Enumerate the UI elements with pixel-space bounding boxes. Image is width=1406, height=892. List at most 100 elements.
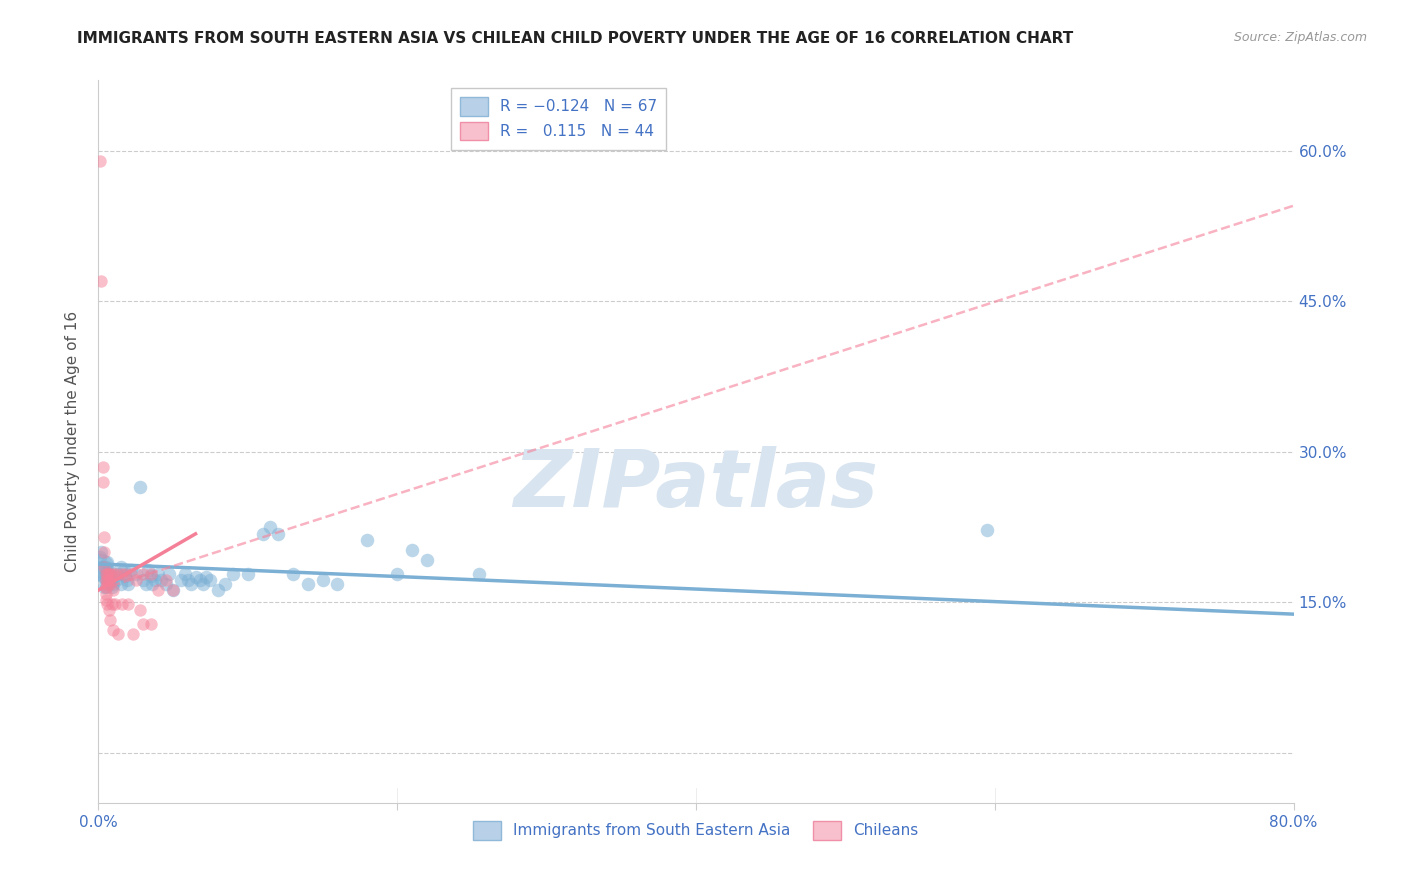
- Point: [91, 475, 114, 489]
- Point: [89, 153, 111, 168]
- Point: [125, 573, 148, 587]
- Point: [89, 549, 111, 564]
- Point: [155, 573, 177, 587]
- Point: [93, 570, 115, 584]
- Point: [416, 553, 439, 567]
- Point: [191, 577, 214, 591]
- Point: [103, 570, 125, 584]
- Point: [207, 583, 229, 598]
- Point: [94, 570, 117, 584]
- Point: [468, 567, 491, 582]
- Point: [385, 567, 409, 582]
- Point: [105, 573, 128, 587]
- Point: [120, 567, 142, 582]
- Point: [94, 580, 117, 594]
- Point: [110, 567, 132, 582]
- Point: [125, 567, 148, 582]
- Point: [114, 569, 136, 583]
- Point: [129, 480, 152, 494]
- Point: [132, 617, 155, 632]
- Point: [90, 560, 112, 574]
- Point: [150, 573, 173, 587]
- Point: [91, 570, 114, 584]
- Point: [236, 567, 259, 582]
- Point: [132, 573, 155, 587]
- Point: [97, 603, 120, 617]
- Point: [101, 597, 124, 611]
- Y-axis label: Child Poverty Under the Age of 16: Child Poverty Under the Age of 16: [65, 311, 80, 572]
- Point: [259, 520, 281, 534]
- Point: [98, 567, 122, 582]
- Point: [177, 573, 200, 587]
- Point: [162, 583, 184, 598]
- Point: [94, 573, 117, 587]
- Point: [94, 567, 117, 582]
- Point: [117, 597, 139, 611]
- Point: [91, 459, 114, 474]
- Point: [96, 573, 118, 587]
- Point: [97, 573, 120, 587]
- Point: [97, 575, 120, 590]
- Point: [101, 580, 124, 594]
- Point: [174, 567, 197, 582]
- Point: [281, 567, 304, 582]
- Point: [115, 573, 138, 587]
- Legend: Immigrants from South Eastern Asia, Chileans: Immigrants from South Eastern Asia, Chil…: [467, 815, 925, 846]
- Point: [121, 627, 143, 641]
- Point: [93, 580, 115, 594]
- Point: [117, 577, 139, 591]
- Point: [297, 577, 319, 591]
- Point: [155, 577, 177, 591]
- Point: [139, 617, 162, 632]
- Point: [93, 530, 115, 544]
- Point: [976, 523, 998, 537]
- Point: [103, 577, 125, 591]
- Point: [96, 567, 118, 582]
- Point: [96, 597, 118, 611]
- Point: [311, 573, 333, 587]
- Text: Source: ZipAtlas.com: Source: ZipAtlas.com: [1233, 31, 1367, 45]
- Point: [90, 545, 112, 559]
- Point: [110, 560, 132, 574]
- Point: [101, 570, 124, 584]
- Point: [401, 542, 423, 557]
- Point: [135, 577, 157, 591]
- Point: [93, 545, 115, 559]
- Point: [148, 567, 170, 582]
- Point: [222, 567, 245, 582]
- Point: [326, 577, 349, 591]
- Point: [98, 565, 122, 579]
- Point: [94, 593, 117, 607]
- Point: [200, 573, 222, 587]
- Point: [143, 573, 166, 587]
- Point: [214, 577, 236, 591]
- Point: [98, 613, 122, 627]
- Point: [188, 573, 211, 587]
- Point: [157, 567, 180, 582]
- Point: [139, 569, 162, 583]
- Point: [103, 583, 125, 598]
- Point: [103, 567, 125, 582]
- Point: [129, 603, 152, 617]
- Point: [94, 580, 117, 594]
- Point: [180, 577, 202, 591]
- Point: [96, 565, 118, 579]
- Text: ZIPatlas: ZIPatlas: [513, 446, 879, 524]
- Point: [98, 575, 122, 590]
- Point: [195, 570, 218, 584]
- Point: [107, 627, 129, 641]
- Point: [162, 583, 184, 598]
- Point: [93, 560, 115, 574]
- Point: [132, 567, 155, 582]
- Point: [136, 563, 159, 577]
- Point: [141, 577, 163, 591]
- Point: [97, 570, 120, 584]
- Point: [148, 583, 170, 598]
- Point: [94, 560, 117, 574]
- Point: [91, 560, 114, 574]
- Point: [98, 577, 122, 591]
- Point: [267, 526, 290, 541]
- Point: [139, 567, 162, 582]
- Point: [114, 567, 136, 582]
- Point: [96, 577, 118, 591]
